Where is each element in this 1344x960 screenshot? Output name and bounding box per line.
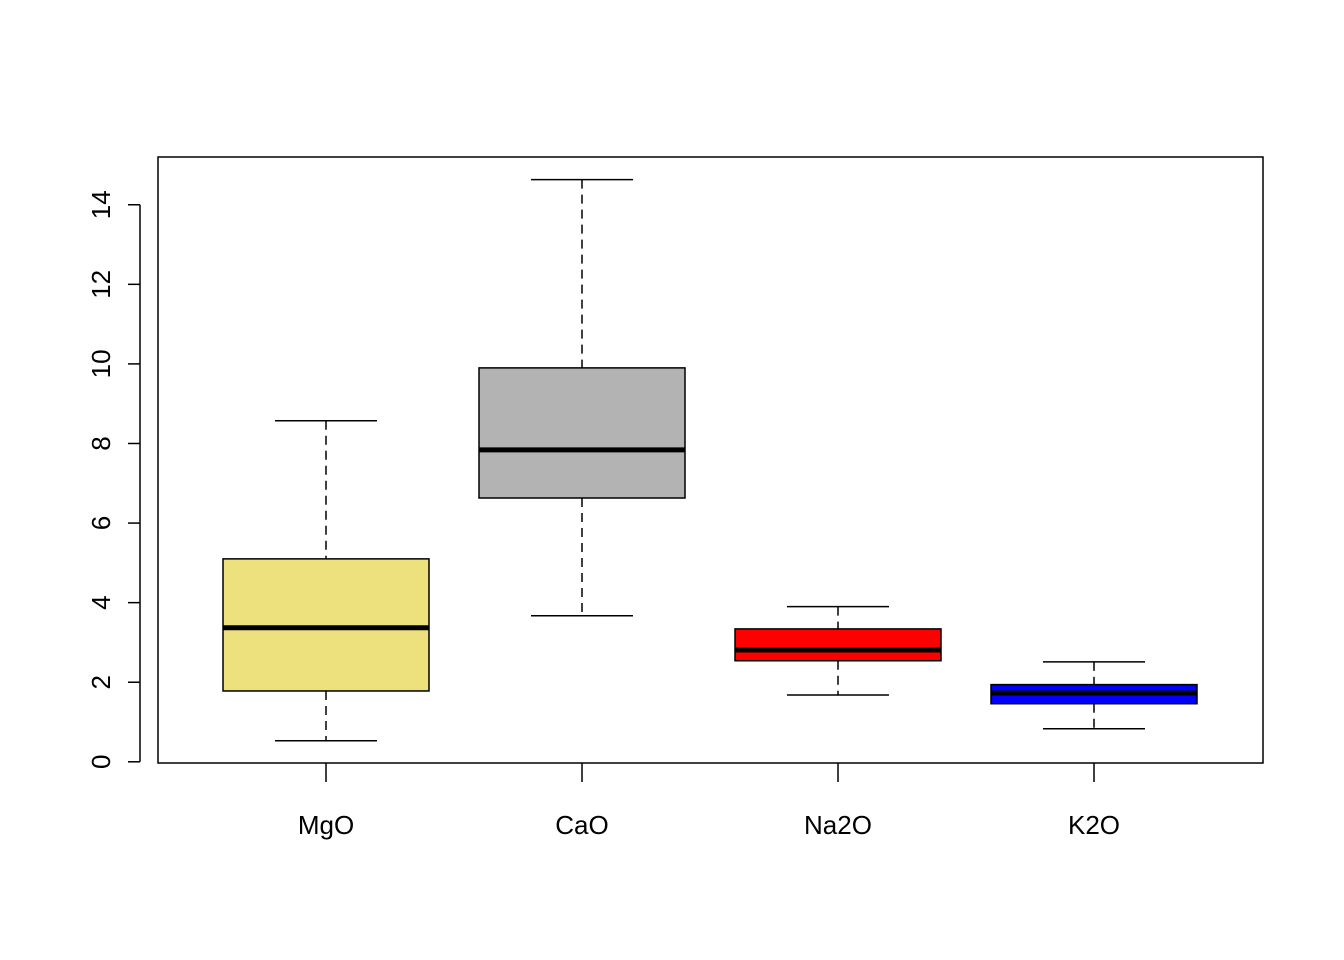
y-tick-label: 14 [86,190,116,219]
y-axis: 0 2 4 6 8 10 12 14 [86,190,141,769]
y-tick-label: 8 [86,436,116,450]
box-k2o [990,661,1198,730]
box-mgo [222,420,430,742]
x-axis: MgO CaO Na2O K2O [298,763,1120,840]
y-tick-label: 4 [86,595,116,609]
y-tick-label: 2 [86,675,116,689]
plot-frame [157,156,1264,764]
y-tick-label: 0 [86,755,116,769]
y-tick-label: 6 [86,516,116,530]
x-tick-label: MgO [298,810,354,840]
box-na2o [734,605,942,696]
x-tick-label: K2O [1068,810,1120,840]
x-tick-label: CaO [555,810,608,840]
box-cao [478,178,686,617]
iqr-box [478,367,686,499]
y-tick-label: 12 [86,270,116,299]
iqr-box [222,558,430,692]
y-tick-label: 10 [86,349,116,378]
iqr-box [734,628,942,662]
x-tick-label: Na2O [804,810,872,840]
boxes [222,178,1198,742]
